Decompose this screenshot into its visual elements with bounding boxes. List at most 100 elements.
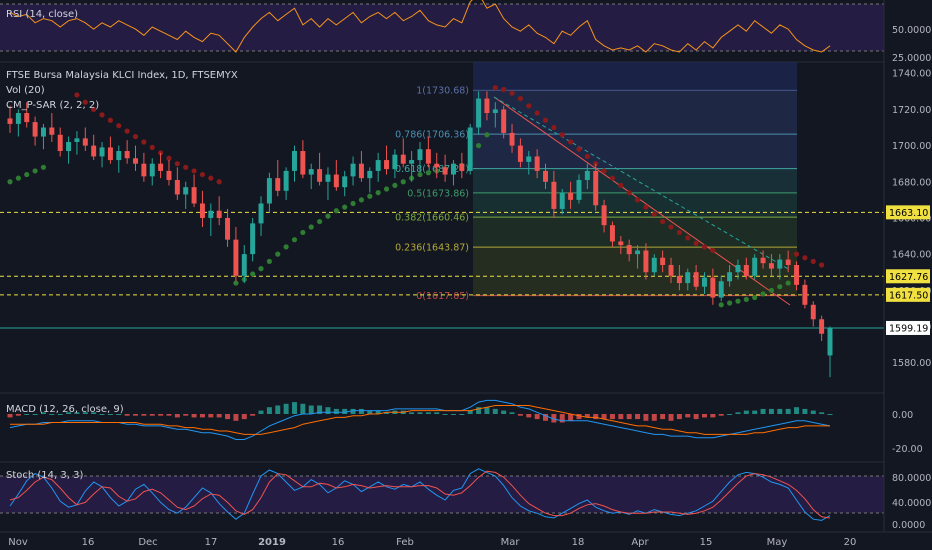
candle-body: [358, 163, 364, 179]
macd-hist-bar: [459, 414, 465, 415]
candle-body: [777, 259, 783, 269]
psar-dot-up: [266, 258, 272, 264]
macd-hist-bar: [643, 414, 649, 421]
macd-hist-bar: [450, 414, 456, 415]
psar-dot-up: [233, 280, 239, 286]
candle-body: [618, 241, 624, 246]
macd-hist-bar: [158, 414, 164, 416]
candle-body: [819, 319, 825, 334]
psar-dot-up: [392, 182, 398, 188]
psar-dot-up: [777, 284, 783, 290]
macd-label: MACD (12, 26, close, 9): [6, 404, 124, 415]
psar-dot-up: [383, 186, 390, 192]
candle-body: [116, 151, 122, 161]
macd-hist-bar: [501, 410, 507, 414]
time-tick-label: Dec: [138, 537, 157, 548]
candle-body: [141, 163, 147, 177]
psar-dot-up: [7, 179, 13, 185]
candle-body: [467, 127, 473, 171]
macd-hist-bar: [425, 412, 431, 414]
candle-body: [350, 163, 356, 177]
candle-body: [409, 160, 415, 164]
macd-hist-bar: [609, 414, 615, 420]
candle-body: [91, 145, 97, 157]
stoch-tick-0: 0.0000: [892, 520, 925, 531]
psar-dot-down: [634, 197, 641, 203]
candle-body: [49, 127, 55, 135]
price-tag-label: 1663.10: [889, 208, 928, 219]
macd-hist-bar: [24, 414, 30, 415]
candle-body: [158, 163, 164, 171]
macd-hist-bar: [777, 408, 783, 414]
candle-body: [676, 275, 682, 284]
candle-body: [626, 245, 632, 255]
time-tick-label: Nov: [8, 537, 28, 548]
candle-body: [392, 154, 398, 170]
candle-body: [660, 257, 666, 265]
macd-hist-bar: [576, 414, 582, 420]
candle-body: [183, 187, 189, 195]
psar-dot-down: [501, 86, 507, 93]
stoch-d-line: [9, 470, 831, 519]
psar-dot-up: [275, 251, 281, 257]
signal-line: [10, 405, 830, 435]
psar-dot-down: [208, 175, 214, 181]
psar-dot-up: [250, 271, 256, 277]
time-tick-label: 17: [205, 537, 218, 548]
time-tick-label: Feb: [396, 537, 414, 548]
candle-body: [107, 147, 113, 161]
psar-dot-up: [375, 190, 381, 196]
candle-body: [275, 178, 281, 191]
macd-hist-bar: [810, 410, 816, 414]
macd-hist-bar: [375, 410, 381, 414]
trend-line: [493, 96, 791, 306]
psar-dot-down: [568, 139, 574, 145]
macd-hist-bar: [241, 414, 247, 420]
stoch-tick-40: 40.0000: [892, 498, 931, 509]
stoch-panel: Stoch (14, 3, 3) 80.0000 40.0000 0.0000: [0, 468, 931, 531]
candle-body: [702, 277, 707, 287]
psar-dot-up: [484, 132, 490, 138]
horizontal-lines: [0, 211, 884, 329]
price-tick-label: 1640.00: [892, 250, 931, 261]
candle-body: [509, 132, 515, 146]
candle-body: [517, 145, 523, 162]
candle-body: [32, 122, 38, 137]
fib-zone: [473, 217, 797, 248]
candle-body: [40, 127, 46, 137]
candle-body: [810, 304, 816, 320]
candle-body: [526, 156, 532, 162]
psar-dot-up: [40, 164, 47, 170]
psar-dot-up: [258, 266, 264, 272]
candle-body: [66, 141, 72, 152]
candle-body: [593, 170, 599, 206]
candle-body: [149, 163, 155, 177]
macd-hist-bar: [676, 414, 682, 420]
macd-hist-bar: [593, 414, 599, 420]
price-tick-label: 1720.00: [892, 105, 931, 116]
psar-dot-down: [542, 117, 549, 123]
macd-hist-bar: [191, 414, 197, 418]
candle-body: [459, 163, 465, 171]
macd-hist-bar: [149, 414, 155, 416]
time-tick-label: 16: [332, 537, 345, 548]
macd-hist-bar: [517, 414, 523, 416]
candle-body: [199, 203, 205, 218]
macd-hist-bar: [275, 405, 281, 414]
candle-body: [283, 170, 289, 191]
candle-body: [24, 113, 30, 123]
macd-hist-bar: [509, 412, 515, 414]
psar-dot-up: [24, 171, 30, 178]
psar-dot-up: [325, 213, 331, 219]
candle-body: [643, 250, 649, 273]
candle-body: [208, 210, 214, 218]
time-tick-label: May: [767, 537, 788, 548]
macd-hist-bar: [300, 403, 306, 414]
macd-hist-bar: [735, 412, 741, 414]
psar-dot-down: [559, 132, 565, 138]
macd-hist-bar: [308, 405, 314, 414]
chart-title: FTSE Bursa Malaysia KLCI Index, 1D, FTSE…: [6, 70, 238, 81]
time-tick-label: 18: [572, 537, 585, 548]
rsi-tick-25: 25.0000: [892, 53, 931, 64]
fib-level-label: 0(1617.05): [416, 291, 469, 302]
